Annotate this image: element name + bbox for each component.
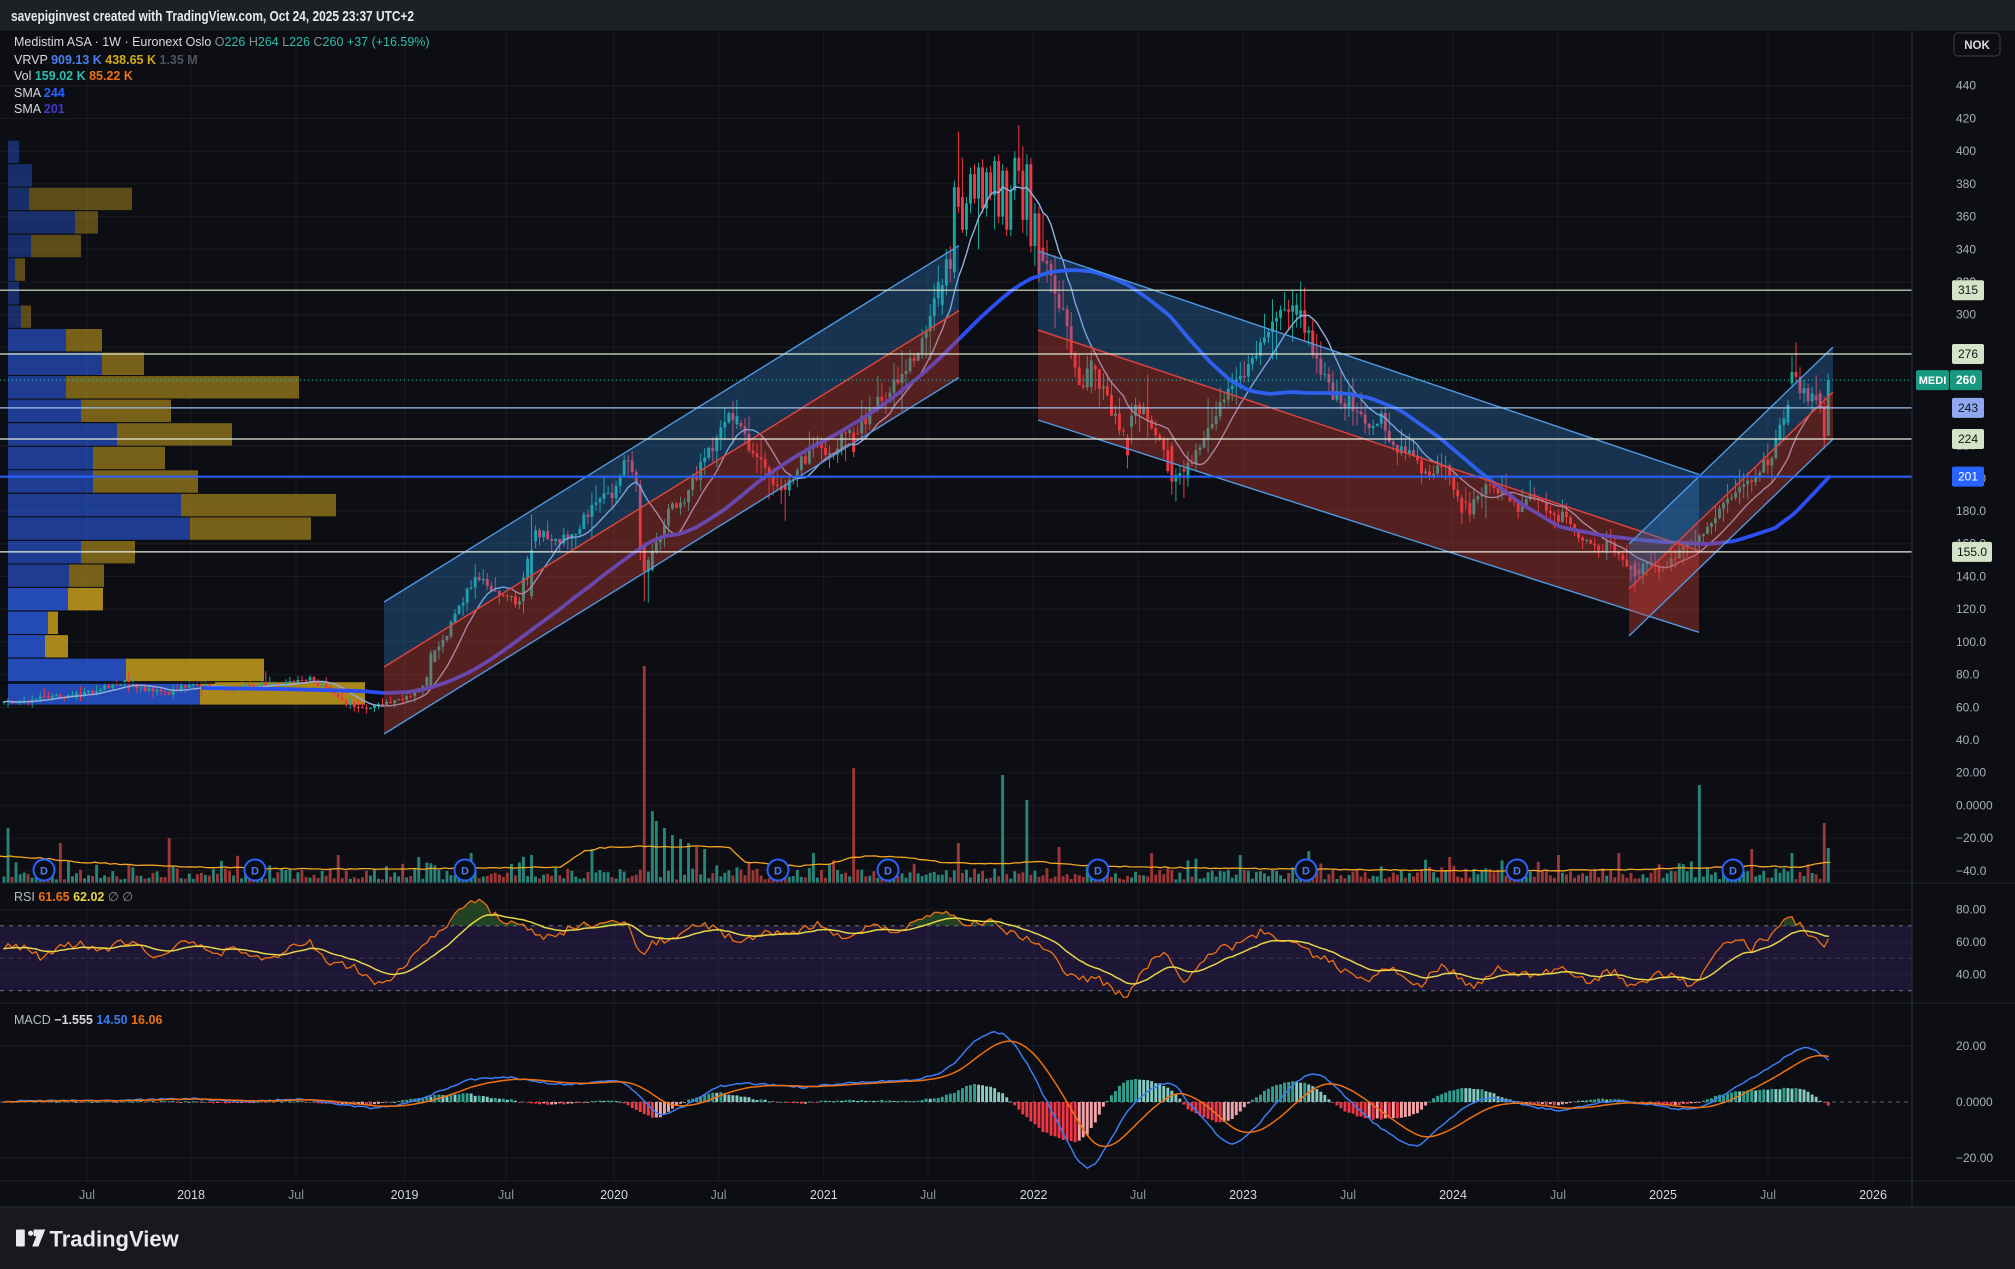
svg-text:Jul: Jul [1130, 1188, 1146, 1202]
svg-text:TradingView: TradingView [50, 1227, 180, 1252]
svg-text:20.00: 20.00 [1956, 766, 1986, 780]
svg-text:243: 243 [1958, 401, 1978, 415]
svg-text:2023: 2023 [1229, 1188, 1257, 1202]
svg-text:Jul: Jul [711, 1188, 727, 1202]
svg-text:40.0: 40.0 [1956, 733, 1980, 747]
svg-text:D: D [774, 866, 782, 878]
svg-text:−20.00: −20.00 [1956, 831, 1993, 845]
svg-text:MACD −1.555 14.50 16.06: MACD −1.555 14.50 16.06 [14, 1013, 162, 1027]
svg-text:440: 440 [1956, 79, 1976, 93]
svg-text:20.00: 20.00 [1956, 1039, 1986, 1053]
svg-text:2021: 2021 [810, 1188, 838, 1202]
svg-text:2019: 2019 [391, 1188, 419, 1202]
svg-text:2018: 2018 [177, 1188, 205, 1202]
svg-text:155.0: 155.0 [1957, 545, 1987, 559]
svg-text:40.00: 40.00 [1956, 968, 1986, 982]
svg-text:224: 224 [1958, 432, 1978, 446]
svg-text:NOK: NOK [1964, 40, 1990, 52]
svg-text:2024: 2024 [1439, 1188, 1467, 1202]
svg-text:SMA 201: SMA 201 [14, 102, 65, 116]
svg-text:2022: 2022 [1020, 1188, 1048, 1202]
svg-text:315: 315 [1958, 283, 1978, 297]
svg-text:360: 360 [1956, 210, 1976, 224]
svg-text:Jul: Jul [288, 1188, 304, 1202]
svg-text:0.0000: 0.0000 [1956, 1095, 1993, 1109]
svg-text:400: 400 [1956, 144, 1976, 158]
svg-text:420: 420 [1956, 111, 1976, 125]
svg-text:80.0: 80.0 [1956, 668, 1980, 682]
svg-text:Jul: Jul [498, 1188, 514, 1202]
svg-text:60.0: 60.0 [1956, 700, 1980, 714]
svg-text:140.0: 140.0 [1956, 569, 1986, 583]
svg-text:2020: 2020 [600, 1188, 628, 1202]
svg-text:D: D [1513, 866, 1521, 878]
svg-text:−40.0: −40.0 [1956, 864, 1987, 878]
svg-text:0.0000: 0.0000 [1956, 798, 1993, 812]
svg-text:180.0: 180.0 [1956, 504, 1986, 518]
svg-text:300: 300 [1956, 308, 1976, 322]
svg-text:340: 340 [1956, 242, 1976, 256]
svg-text:D: D [1729, 866, 1737, 878]
svg-text:100.0: 100.0 [1956, 635, 1986, 649]
svg-text:D: D [1302, 866, 1310, 878]
svg-text:60.00: 60.00 [1956, 935, 1986, 949]
svg-text:D: D [40, 866, 48, 878]
svg-text:D: D [251, 866, 259, 878]
svg-text:Vol 159.02 K 85.22 K: Vol 159.02 K 85.22 K [14, 69, 133, 83]
svg-text:201: 201 [1958, 470, 1978, 484]
svg-text:Jul: Jul [1760, 1188, 1776, 1202]
svg-text:Medistim ASA · 1W · Euronext O: Medistim ASA · 1W · Euronext Oslo O226 H… [14, 35, 430, 49]
svg-text:D: D [461, 866, 469, 878]
svg-text:2026: 2026 [1859, 1188, 1887, 1202]
svg-text:savepiginvest created with Tra: savepiginvest created with TradingView.c… [11, 8, 414, 25]
svg-text:80.00: 80.00 [1956, 903, 1986, 917]
svg-text:260: 260 [1956, 373, 1976, 387]
svg-text:120.0: 120.0 [1956, 602, 1986, 616]
svg-text:Jul: Jul [920, 1188, 936, 1202]
svg-text:MEDI: MEDI [1919, 375, 1947, 387]
svg-text:−20.00: −20.00 [1956, 1151, 1993, 1165]
svg-text:2025: 2025 [1649, 1188, 1677, 1202]
svg-text:Jul: Jul [1340, 1188, 1356, 1202]
svg-text:VRVP 909.13 K 438.65 K 1.35: VRVP 909.13 K 438.65 K 1.35 M [14, 53, 198, 67]
svg-text:D: D [1094, 866, 1102, 878]
svg-text:276: 276 [1958, 347, 1978, 361]
svg-text:D: D [884, 866, 892, 878]
svg-text:Jul: Jul [79, 1188, 95, 1202]
svg-text:Jul: Jul [1550, 1188, 1566, 1202]
svg-text:SMA 244: SMA 244 [14, 86, 65, 100]
svg-text:380: 380 [1956, 177, 1976, 191]
svg-text:RSI 61.65 62.02 ∅ ∅: RSI 61.65 62.02 ∅ ∅ [14, 890, 133, 904]
